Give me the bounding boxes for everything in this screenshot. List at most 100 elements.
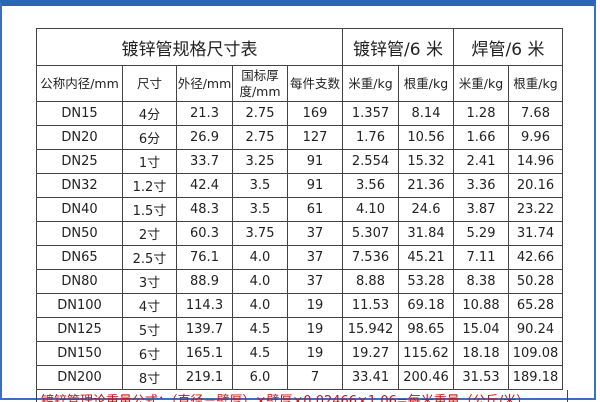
table-cell: 8.38 <box>453 269 509 294</box>
table-cell: DN125 <box>36 317 123 342</box>
table-row: DN15 4分 21.3 2.75 169 1.357 8.14 1.28 7.68 <box>36 101 563 126</box>
column-header: 米重/kg <box>342 65 399 102</box>
table-cell: DN50 <box>36 221 123 246</box>
table-cell: DN80 <box>36 269 123 294</box>
galvanized-group-header: 镀锌管/6 米 <box>342 28 454 66</box>
table-title: 镀锌管规格尺寸表 <box>36 28 343 66</box>
table-cell: 37 <box>287 245 343 270</box>
table-cell: 50.28 <box>508 269 563 294</box>
spec-table: 镀锌管规格尺寸表 镀锌管/6 米 焊管/6 米 公称内径/mm 尺寸 外径/mm 国标… <box>36 28 563 390</box>
table-cell: 37 <box>287 221 343 246</box>
column-header: 米重/kg <box>453 65 509 102</box>
table-cell: 4.5 <box>232 317 288 342</box>
table-row: DN32 1.2寸 42.4 3.5 91 3.56 21.36 3.36 20.16 <box>36 173 563 198</box>
table-cell: DN15 <box>36 101 123 126</box>
table-cell: 11.53 <box>342 293 399 318</box>
table-cell: 4.0 <box>232 293 288 318</box>
table-cell: 23.22 <box>508 197 563 222</box>
table-cell: 189.18 <box>508 365 563 390</box>
table-cell: 10.88 <box>453 293 509 318</box>
table-row: DN25 1寸 33.7 3.25 91 2.554 15.32 2.41 14.96 <box>36 149 563 174</box>
table-cell: 4.0 <box>232 245 288 270</box>
table-cell: 19 <box>287 317 343 342</box>
table-row: DN40 1.5寸 48.3 3.5 61 4.10 24.6 3.87 23.22 <box>36 197 563 222</box>
table-cell: 5.307 <box>342 221 399 246</box>
table-cell: DN20 <box>36 125 123 150</box>
table-cell: 69.18 <box>398 293 454 318</box>
table-cell: 1.66 <box>453 125 509 150</box>
table-cell: 42.66 <box>508 245 563 270</box>
table-cell: 9.96 <box>508 125 563 150</box>
table-cell: 3.56 <box>342 173 399 198</box>
table-cell: 98.65 <box>398 317 454 342</box>
column-header: 外径/mm <box>176 65 233 102</box>
table-cell: 139.7 <box>176 317 233 342</box>
table-cell: 3.5 <box>232 173 288 198</box>
table-cell: DN100 <box>36 293 123 318</box>
table-cell: 5寸 <box>122 317 177 342</box>
table-cell: 45.21 <box>398 245 454 270</box>
table-cell: 88.9 <box>176 269 233 294</box>
table-cell: 1寸 <box>122 149 177 174</box>
table-cell: 2寸 <box>122 221 177 246</box>
table-cell: 19.27 <box>342 341 399 366</box>
title-row: 镀锌管规格尺寸表 镀锌管/6 米 焊管/6 米 <box>36 28 563 66</box>
table-cell: 1.28 <box>453 101 509 126</box>
table-cell: 18.18 <box>453 341 509 366</box>
table-cell: 2.554 <box>342 149 399 174</box>
table-cell: 8.88 <box>342 269 399 294</box>
table-cell: 91 <box>287 173 343 198</box>
column-header: 根重/kg <box>508 65 563 102</box>
table-cell: 21.3 <box>176 101 233 126</box>
column-header: 每件支数 <box>287 65 343 102</box>
table-cell: 4.10 <box>342 197 399 222</box>
table-cell: 115.62 <box>398 341 454 366</box>
table-cell: 8.14 <box>398 101 454 126</box>
table-cell: 127 <box>287 125 343 150</box>
table-cell: 1.357 <box>342 101 399 126</box>
table-cell: 6.0 <box>232 365 288 390</box>
column-header: 国标厚度/mm <box>232 65 288 102</box>
table-cell: 7.536 <box>342 245 399 270</box>
table-cell: 60.3 <box>176 221 233 246</box>
table-row: DN125 5寸 139.7 4.5 19 15.942 98.65 15.04 90.24 <box>36 317 563 342</box>
table-cell: 24.6 <box>398 197 454 222</box>
table-cell: 1.5寸 <box>122 197 177 222</box>
table-cell: 48.3 <box>176 197 233 222</box>
table-cell: 109.08 <box>508 341 563 366</box>
table-cell: 7.68 <box>508 101 563 126</box>
welded-group-header: 焊管/6 米 <box>453 28 563 66</box>
table-cell: 200.46 <box>398 365 454 390</box>
table-cell: DN40 <box>36 197 123 222</box>
table-cell: 33.41 <box>342 365 399 390</box>
table-cell: 4.0 <box>232 269 288 294</box>
table-cell: 3寸 <box>122 269 177 294</box>
table-row: DN80 3寸 88.9 4.0 37 8.88 53.28 8.38 50.28 <box>36 269 563 294</box>
table-cell: 8寸 <box>122 365 177 390</box>
table-cell: 4分 <box>122 101 177 126</box>
table-cell: 65.28 <box>508 293 563 318</box>
table-cell: 5.29 <box>453 221 509 246</box>
column-header: 尺寸 <box>122 65 177 102</box>
table-row: DN20 6分 26.9 2.75 127 1.76 10.56 1.66 9.96 <box>36 125 563 150</box>
table-cell: 4寸 <box>122 293 177 318</box>
table-cell: 61 <box>287 197 343 222</box>
table-cell: 37 <box>287 269 343 294</box>
table-cell: 90.24 <box>508 317 563 342</box>
table-cell: 26.9 <box>176 125 233 150</box>
table-cell: 169 <box>287 101 343 126</box>
table-cell: 19 <box>287 341 343 366</box>
table-row: DN200 8寸 219.1 6.0 7 33.41 200.46 31.53 189.18 <box>36 365 563 390</box>
table-cell: 4.5 <box>232 341 288 366</box>
table-cell: DN200 <box>36 365 123 390</box>
table-cell: DN32 <box>36 173 123 198</box>
table-row: DN50 2寸 60.3 3.75 37 5.307 31.84 5.29 31.74 <box>36 221 563 246</box>
table-cell: 3.25 <box>232 149 288 174</box>
table-cell: 7 <box>287 365 343 390</box>
table-cell: 15.04 <box>453 317 509 342</box>
table-cell: 3.5 <box>232 197 288 222</box>
column-header: 根重/kg <box>398 65 454 102</box>
table-row: DN65 2.5寸 76.1 4.0 37 7.536 45.21 7.11 42.66 <box>36 245 563 270</box>
table-cell: 76.1 <box>176 245 233 270</box>
table-cell: DN150 <box>36 341 123 366</box>
